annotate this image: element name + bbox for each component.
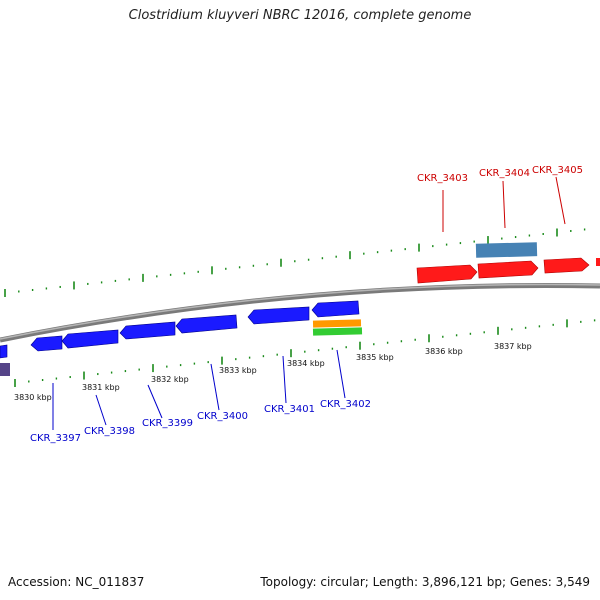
steelblue-feature[interactable] (475, 242, 538, 258)
gene-label-ckr-3400[interactable]: CKR_3400 (197, 411, 248, 422)
green-feature[interactable] (312, 327, 363, 336)
inner-scale-ticks (14, 319, 596, 387)
gene-label-ckr-3402[interactable]: CKR_3402 (320, 399, 371, 410)
gene-arrow-ckr-3405[interactable] (543, 257, 590, 274)
gene-arrow-edge-left[interactable] (0, 344, 8, 359)
label-leader-lines (52, 176, 566, 430)
genome-backbone-highlight (0, 283, 600, 340)
page-title: Clostridium kluyveri NBRC 12016, complet… (128, 8, 472, 23)
gene-arrow-ckr-3403[interactable] (416, 264, 478, 284)
genome-backbone (0, 282, 600, 343)
scale-label-3834: 3834 kbp (287, 359, 325, 368)
scale-label-3831: 3831 kbp (82, 383, 120, 392)
orange-feature[interactable] (312, 319, 362, 328)
gene-label-ckr-3397[interactable]: CKR_3397 (30, 433, 81, 444)
gene-label-ckr-3404[interactable]: CKR_3404 (479, 168, 530, 179)
gene-arrow-offscreen[interactable] (596, 258, 600, 266)
gene-label-ckr-3405[interactable]: CKR_3405 (532, 165, 583, 176)
scale-label-3837: 3837 kbp (494, 342, 532, 351)
scale-label-3836: 3836 kbp (425, 347, 463, 356)
scale-label-3833: 3833 kbp (219, 366, 257, 375)
gene-label-ckr-3401[interactable]: CKR_3401 (264, 404, 315, 415)
gene-label-ckr-3399[interactable]: CKR_3399 (142, 418, 193, 429)
purple-feature[interactable] (0, 363, 10, 376)
scale-label-3835: 3835 kbp (356, 353, 394, 362)
gene-arrow-ckr-3404[interactable] (477, 260, 539, 279)
gene-arrow-ckr-3400[interactable] (175, 314, 238, 334)
gene-label-ckr-3398[interactable]: CKR_3398 (84, 426, 135, 437)
genome-summary: Topology: circular; Length: 3,896,121 bp… (260, 575, 590, 589)
forward-gene-labels: CKR_3403 CKR_3404 CKR_3405 (417, 165, 583, 184)
reverse-strand-features (0, 300, 363, 376)
scale-label-3832: 3832 kbp (151, 375, 189, 384)
gene-arrow-ckr-3398[interactable] (61, 329, 119, 349)
accession-label: Accession: NC_011837 (8, 575, 145, 589)
gene-arrow-ckr-3399[interactable] (119, 321, 176, 340)
gene-arrow-ckr-3397[interactable] (30, 335, 63, 352)
reverse-gene-labels: CKR_3397 CKR_3398 CKR_3399 CKR_3400 CKR_… (30, 399, 371, 444)
gene-arrow-ckr-3402[interactable] (311, 300, 360, 318)
scale-label-3830: 3830 kbp (14, 393, 52, 402)
outer-scale-ticks (4, 228, 586, 297)
forward-strand-features (416, 242, 600, 284)
gene-label-ckr-3403[interactable]: CKR_3403 (417, 173, 468, 184)
gene-arrow-ckr-3401[interactable] (247, 306, 310, 325)
scale-labels: 3830 kbp 3831 kbp 3832 kbp 3833 kbp 3834… (14, 342, 532, 402)
